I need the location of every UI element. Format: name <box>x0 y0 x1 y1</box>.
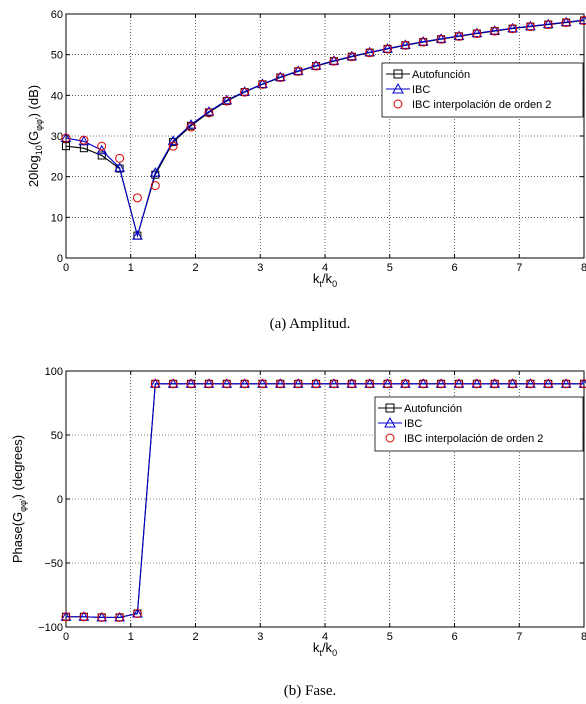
caption: (b) Fase. <box>284 683 337 699</box>
y-tick-label: 10 <box>51 212 63 224</box>
y-tick-label: 100 <box>45 366 63 378</box>
legend-label: IBC <box>412 84 430 96</box>
y-tick-label: 0 <box>57 253 63 265</box>
legend-entry-ibc-orden2: IBC interpolación de orden 2 <box>394 99 551 111</box>
y-tick-label: −100 <box>38 622 63 634</box>
y-tick-label: 60 <box>51 9 63 21</box>
data-point-circle <box>133 194 141 202</box>
grid <box>66 14 584 258</box>
tick-labels: 0 1 2 3 4 5 6 7 8 0 10 20 30 40 50 60 <box>51 9 586 274</box>
x-tick-label: 0 <box>63 262 69 274</box>
x-axis-label: kt/k0 <box>313 271 337 289</box>
x-axis-label: kt/k0 <box>313 640 337 658</box>
x-tick-label: 6 <box>451 631 457 643</box>
y-tick-label: −50 <box>44 558 63 570</box>
x-tick-label: 3 <box>257 631 263 643</box>
y-axis-label: 20log10(Gφφ') (dB) <box>26 85 44 187</box>
legend-label: IBC <box>404 418 422 430</box>
x-tick-label: 6 <box>451 262 457 274</box>
x-tick-label: 1 <box>128 262 134 274</box>
x-tick-label: 8 <box>581 262 586 274</box>
y-axis-label: Phase(Gφφ') (degrees) <box>10 435 28 563</box>
x-tick-label: 8 <box>581 631 586 643</box>
y-tick-label: 20 <box>51 172 63 184</box>
legend-entry-ibc-orden2: IBC interpolación de orden 2 <box>386 433 543 445</box>
series-layer <box>62 16 586 240</box>
x-tick-label: 1 <box>128 631 134 643</box>
x-tick-label: 5 <box>387 262 393 274</box>
legend-label: IBC interpolación de orden 2 <box>412 99 551 111</box>
legend-label: Autofunción <box>404 403 462 415</box>
x-tick-label: 2 <box>192 262 198 274</box>
x-tick-label: 5 <box>387 631 393 643</box>
amplitude-chart: 0 1 2 3 4 5 6 7 8 0 10 20 30 40 50 60 Autofunción IBC I… <box>26 9 586 332</box>
x-tick-label: 2 <box>192 631 198 643</box>
y-tick-label: 50 <box>51 430 63 442</box>
legend: Autofunción IBC IBC interpolación de ord… <box>382 63 583 117</box>
x-tick-label: 3 <box>257 262 263 274</box>
x-tick-label: 7 <box>516 262 522 274</box>
legend-label: Autofunción <box>412 69 470 81</box>
x-tick-label: 7 <box>516 631 522 643</box>
y-tick-label: 0 <box>57 494 63 506</box>
caption: (a) Amplitud. <box>270 316 351 332</box>
series-ibc <box>62 16 586 240</box>
data-point-circle <box>116 154 124 162</box>
y-tick-label: 40 <box>51 90 63 102</box>
legend: Autofunción IBC IBC interpolación de ord… <box>375 397 583 451</box>
phase-chart: 0 1 2 3 4 5 6 7 8 −100 −50 0 50 100 Autofunción IBC I… <box>10 366 586 699</box>
series-autofuncion <box>63 17 586 239</box>
y-tick-label: 50 <box>51 50 63 62</box>
x-tick-label: 0 <box>63 631 69 643</box>
legend-label: IBC interpolación de orden 2 <box>404 433 543 445</box>
